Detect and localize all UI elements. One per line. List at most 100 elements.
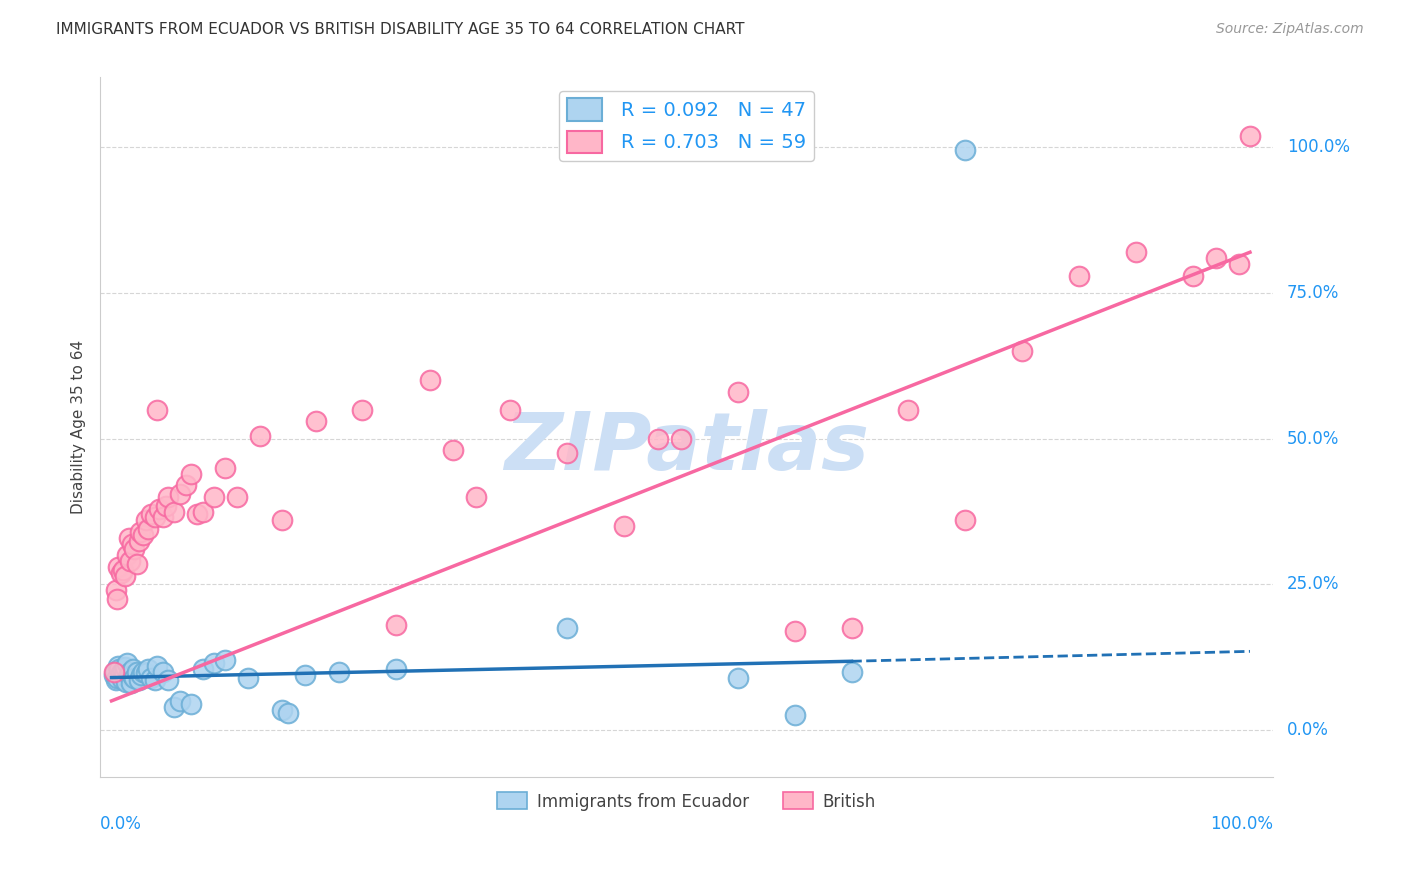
Point bbox=[143, 673, 166, 688]
Point bbox=[271, 703, 294, 717]
Point bbox=[169, 487, 191, 501]
Point bbox=[841, 665, 863, 679]
Point bbox=[385, 662, 408, 676]
Point bbox=[120, 676, 142, 690]
Point bbox=[146, 659, 169, 673]
Point bbox=[727, 385, 749, 400]
Point bbox=[148, 501, 170, 516]
Point bbox=[897, 402, 920, 417]
Point bbox=[277, 706, 299, 720]
Point bbox=[105, 671, 128, 685]
Point bbox=[174, 478, 197, 492]
Point bbox=[841, 621, 863, 635]
Text: 100.0%: 100.0% bbox=[1209, 815, 1272, 833]
Point bbox=[225, 490, 247, 504]
Point bbox=[647, 432, 669, 446]
Point bbox=[727, 671, 749, 685]
Text: 50.0%: 50.0% bbox=[1286, 430, 1339, 448]
Point bbox=[236, 671, 259, 685]
Point bbox=[191, 662, 214, 676]
Point bbox=[1182, 268, 1205, 283]
Point bbox=[146, 402, 169, 417]
Point bbox=[136, 662, 159, 676]
Point bbox=[107, 659, 129, 673]
Point bbox=[328, 665, 350, 679]
Point bbox=[152, 665, 174, 679]
Point bbox=[132, 528, 155, 542]
Point bbox=[783, 708, 806, 723]
Point bbox=[1205, 251, 1227, 265]
Point bbox=[117, 656, 139, 670]
Point bbox=[135, 665, 157, 680]
Point bbox=[555, 621, 578, 635]
Point bbox=[214, 653, 236, 667]
Point bbox=[186, 508, 208, 522]
Point bbox=[163, 699, 186, 714]
Point bbox=[464, 490, 486, 504]
Point bbox=[114, 660, 136, 674]
Point bbox=[124, 542, 146, 557]
Point bbox=[169, 694, 191, 708]
Point bbox=[107, 560, 129, 574]
Point bbox=[350, 402, 373, 417]
Point bbox=[143, 510, 166, 524]
Point bbox=[955, 513, 977, 527]
Point bbox=[1227, 257, 1250, 271]
Point bbox=[110, 665, 132, 680]
Point bbox=[111, 563, 134, 577]
Point bbox=[271, 513, 294, 527]
Point bbox=[1125, 245, 1147, 260]
Point bbox=[294, 667, 316, 681]
Point bbox=[125, 665, 148, 679]
Legend: Immigrants from Ecuador, British: Immigrants from Ecuador, British bbox=[491, 786, 883, 817]
Point bbox=[129, 524, 152, 539]
Point bbox=[118, 554, 141, 568]
Point bbox=[121, 667, 143, 681]
Point bbox=[135, 513, 157, 527]
Text: 25.0%: 25.0% bbox=[1286, 575, 1340, 593]
Point bbox=[180, 697, 202, 711]
Point bbox=[141, 671, 163, 685]
Text: 100.0%: 100.0% bbox=[1286, 138, 1350, 156]
Point bbox=[132, 665, 155, 679]
Point bbox=[1239, 128, 1261, 143]
Point bbox=[124, 671, 146, 685]
Point bbox=[117, 531, 139, 545]
Point bbox=[163, 504, 186, 518]
Point bbox=[111, 664, 134, 678]
Point bbox=[105, 591, 128, 606]
Point bbox=[202, 656, 225, 670]
Point bbox=[441, 443, 464, 458]
Point bbox=[118, 665, 141, 679]
Point bbox=[110, 566, 132, 580]
Y-axis label: Disability Age 35 to 64: Disability Age 35 to 64 bbox=[72, 340, 86, 514]
Point bbox=[112, 669, 135, 683]
Point bbox=[105, 673, 128, 688]
Point bbox=[157, 673, 180, 688]
Point bbox=[214, 460, 236, 475]
Text: 75.0%: 75.0% bbox=[1286, 284, 1339, 302]
Point bbox=[152, 510, 174, 524]
Point bbox=[1011, 344, 1033, 359]
Text: 0.0%: 0.0% bbox=[100, 815, 142, 833]
Point bbox=[783, 624, 806, 638]
Point bbox=[249, 429, 271, 443]
Point bbox=[202, 490, 225, 504]
Point bbox=[155, 499, 177, 513]
Point bbox=[1069, 268, 1091, 283]
Point bbox=[103, 665, 125, 679]
Point bbox=[128, 533, 150, 548]
Point bbox=[157, 490, 180, 504]
Point bbox=[115, 675, 138, 690]
Point bbox=[499, 402, 522, 417]
Point bbox=[180, 467, 202, 481]
Point bbox=[305, 414, 328, 428]
Point bbox=[555, 446, 578, 460]
Point bbox=[191, 504, 214, 518]
Point bbox=[111, 672, 134, 686]
Point bbox=[419, 373, 441, 387]
Point bbox=[117, 667, 139, 681]
Point bbox=[613, 519, 636, 533]
Point bbox=[385, 618, 408, 632]
Point bbox=[103, 667, 125, 681]
